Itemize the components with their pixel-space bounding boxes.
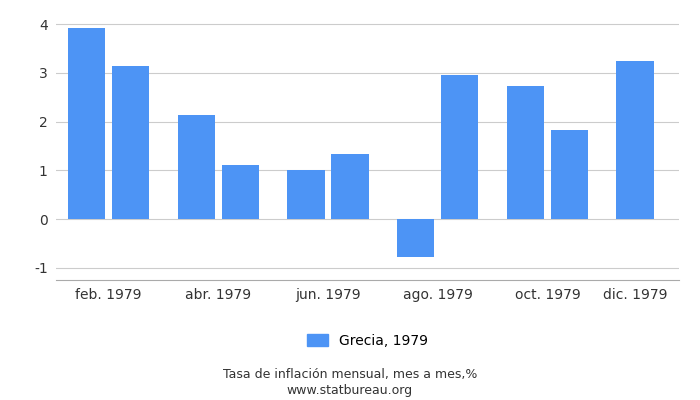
Bar [507,86,544,219]
Bar [331,154,369,219]
Bar [112,66,149,219]
Bar [222,164,259,219]
Bar [617,61,654,219]
Legend: Grecia, 1979: Grecia, 1979 [302,328,433,354]
Text: Tasa de inflación mensual, mes a mes,%: Tasa de inflación mensual, mes a mes,% [223,368,477,381]
Bar [178,115,215,219]
Bar [397,219,435,257]
Bar [68,28,106,219]
Bar [288,170,325,219]
Text: www.statbureau.org: www.statbureau.org [287,384,413,397]
Bar [441,75,478,219]
Bar [551,130,588,219]
